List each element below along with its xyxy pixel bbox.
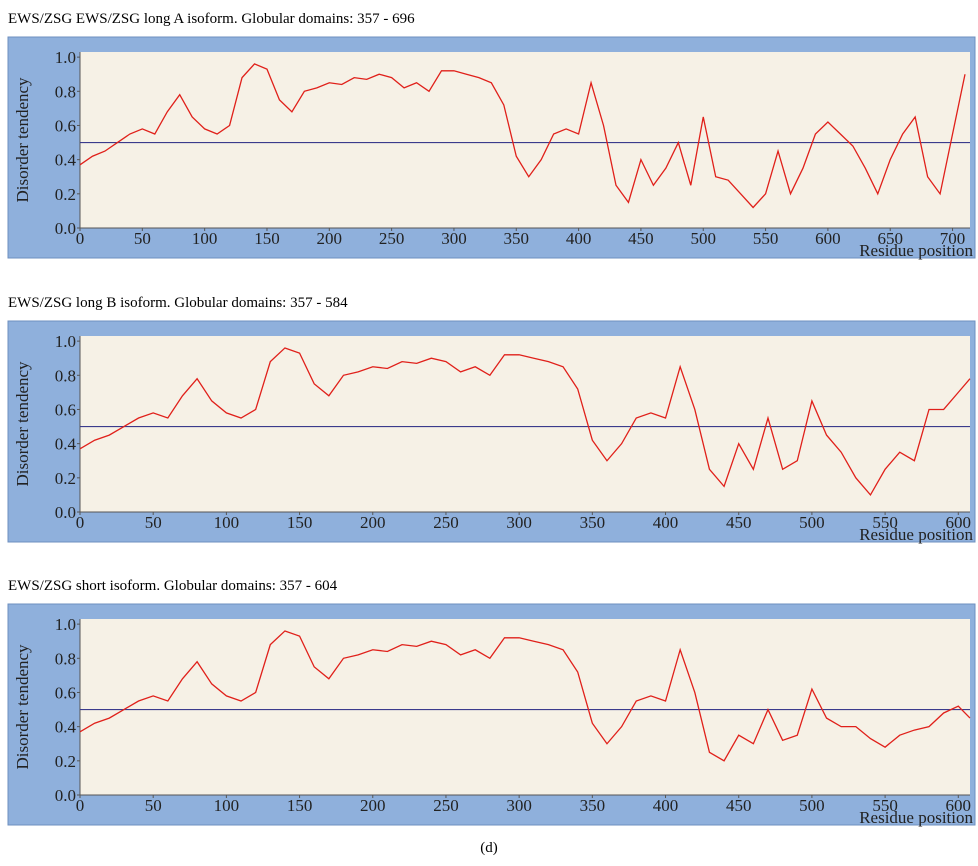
chart-title: EWS/ZSG long B isoform. Globular domains… — [8, 295, 348, 311]
y-axis-label: Disorder tendency — [13, 644, 32, 770]
y-tick-label: 0.0 — [55, 503, 76, 522]
y-tick-label: 0.2 — [55, 185, 76, 204]
x-tick-label: 450 — [726, 513, 752, 532]
x-tick-label: 450 — [628, 229, 654, 248]
x-tick-label: 50 — [134, 229, 151, 248]
y-tick-label: 0.8 — [55, 82, 76, 101]
plot-area — [80, 52, 970, 228]
x-tick-label: 250 — [379, 229, 405, 248]
x-tick-label: 600 — [946, 796, 972, 815]
x-tick-label: 100 — [214, 796, 240, 815]
y-tick-label: 0.4 — [55, 435, 77, 454]
x-tick-label: 600 — [815, 229, 841, 248]
y-tick-label: 0.6 — [55, 400, 76, 419]
y-tick-label: 0.6 — [55, 683, 76, 702]
x-tick-label: 150 — [287, 513, 313, 532]
x-tick-label: 300 — [506, 513, 532, 532]
y-tick-label: 1.0 — [55, 332, 76, 351]
plot-area — [80, 619, 970, 795]
x-tick-label: 150 — [287, 796, 313, 815]
x-tick-label: 0 — [76, 513, 85, 532]
x-tick-label: 50 — [145, 796, 162, 815]
y-tick-label: 1.0 — [55, 615, 76, 634]
disorder-line — [79, 63, 966, 209]
chart-title: EWS/ZSG EWS/ZSG long A isoform. Globular… — [8, 11, 415, 27]
y-tick-label: 0.8 — [55, 366, 76, 385]
chart-title: EWS/ZSG short isoform. Globular domains:… — [8, 578, 338, 594]
x-tick-label: 200 — [360, 796, 386, 815]
y-axis-label: Disorder tendency — [13, 77, 32, 203]
x-tick-label: 550 — [872, 513, 898, 532]
disorder-line — [79, 347, 971, 497]
x-axis-label: Residue position — [859, 808, 973, 827]
x-tick-label: 700 — [940, 229, 966, 248]
x-tick-label: 200 — [360, 513, 386, 532]
x-tick-label: 450 — [726, 796, 752, 815]
x-axis-label: Residue position — [859, 241, 973, 260]
x-tick-label: 500 — [799, 796, 825, 815]
y-tick-label: 0.8 — [55, 649, 76, 668]
y-axis-label: Disorder tendency — [13, 361, 32, 487]
x-tick-label: 400 — [653, 513, 679, 532]
x-tick-label: 350 — [580, 796, 606, 815]
x-tick-label: 0 — [76, 796, 85, 815]
x-tick-label: 0 — [76, 229, 85, 248]
x-tick-label: 400 — [653, 796, 679, 815]
y-tick-label: 0.0 — [55, 786, 76, 805]
x-tick-label: 350 — [580, 513, 606, 532]
y-tick-label: 1.0 — [55, 48, 76, 67]
x-tick-label: 600 — [946, 513, 972, 532]
y-tick-label: 0.0 — [55, 219, 76, 238]
y-tick-label: 0.6 — [55, 116, 76, 135]
x-tick-label: 550 — [872, 796, 898, 815]
x-tick-label: 500 — [690, 229, 716, 248]
x-tick-label: 250 — [433, 513, 459, 532]
x-tick-label: 100 — [214, 513, 240, 532]
y-tick-label: 0.4 — [55, 151, 77, 170]
caption: (d) — [480, 840, 498, 856]
x-tick-label: 400 — [566, 229, 592, 248]
y-tick-label: 0.2 — [55, 469, 76, 488]
x-tick-label: 200 — [317, 229, 343, 248]
x-tick-label: 250 — [433, 796, 459, 815]
x-tick-label: 300 — [441, 229, 467, 248]
x-tick-label: 50 — [145, 513, 162, 532]
x-tick-label: 100 — [192, 229, 218, 248]
disorder-line — [79, 630, 971, 762]
y-tick-label: 0.4 — [55, 718, 77, 737]
x-tick-label: 550 — [753, 229, 779, 248]
y-tick-label: 0.2 — [55, 752, 76, 771]
x-tick-label: 350 — [504, 229, 530, 248]
x-tick-label: 300 — [506, 796, 532, 815]
x-tick-label: 500 — [799, 513, 825, 532]
plot-area — [80, 336, 970, 512]
x-tick-label: 650 — [877, 229, 903, 248]
x-axis-label: Residue position — [859, 525, 973, 544]
x-tick-label: 150 — [254, 229, 280, 248]
